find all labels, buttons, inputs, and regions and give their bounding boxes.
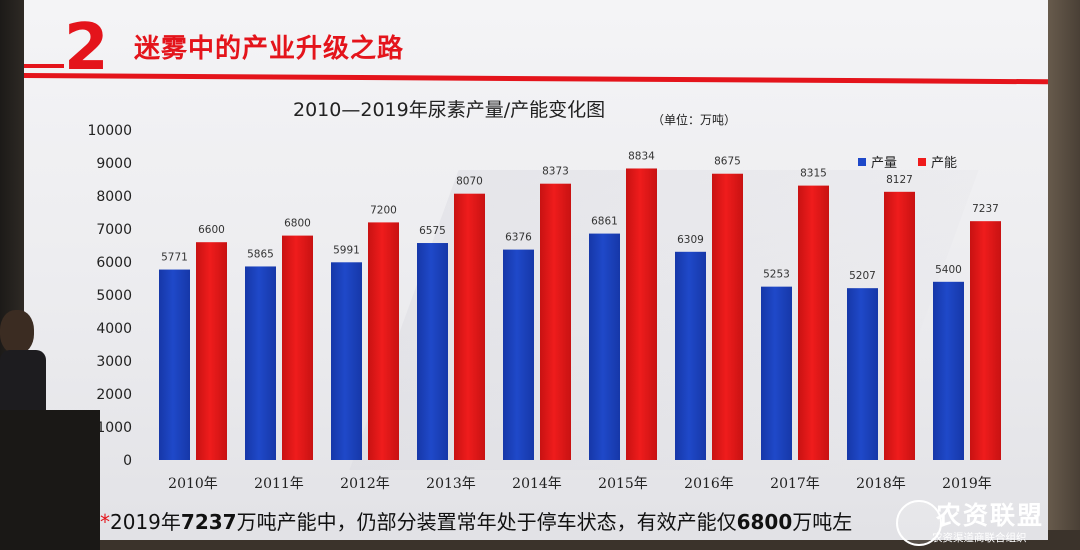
y-tick-label: 7000 bbox=[96, 222, 132, 238]
data-label: 5771 bbox=[161, 252, 188, 264]
bar-production bbox=[245, 266, 276, 460]
legend-label: 产量 bbox=[871, 156, 897, 171]
data-label: 7237 bbox=[972, 203, 999, 215]
bar-capacity bbox=[970, 221, 1001, 460]
bar-capacity bbox=[196, 242, 227, 460]
y-tick-label: 10000 bbox=[87, 123, 132, 139]
bar-capacity bbox=[540, 183, 571, 461]
y-tick-label: 2000 bbox=[96, 387, 132, 403]
data-label: 5400 bbox=[935, 264, 962, 276]
bar-capacity bbox=[712, 173, 743, 460]
y-tick-label: 3000 bbox=[96, 354, 132, 370]
data-label: 8373 bbox=[542, 166, 569, 178]
y-tick-label: 9000 bbox=[96, 156, 132, 172]
x-tick-label: 2017年 bbox=[770, 476, 820, 492]
bar-production bbox=[589, 233, 620, 460]
footnote-bold-capacity: 7237 bbox=[180, 510, 237, 534]
data-label: 7200 bbox=[370, 204, 397, 216]
bar-production bbox=[417, 243, 448, 460]
y-tick-label: 8000 bbox=[96, 189, 132, 205]
footnote-part3: 部分装置常年处于停车状态，有效产能仅 bbox=[376, 510, 737, 534]
bar-capacity bbox=[368, 222, 399, 460]
y-tick-label: 5000 bbox=[96, 288, 132, 304]
podium bbox=[0, 410, 100, 550]
bar-production bbox=[503, 249, 534, 460]
bar-capacity bbox=[798, 185, 829, 461]
x-tick-label: 2010年 bbox=[168, 476, 218, 492]
data-label: 5253 bbox=[763, 269, 790, 281]
chart-unit: （单位：万吨） bbox=[652, 112, 736, 127]
x-tick-label: 2019年 bbox=[942, 476, 992, 492]
y-tick-label: 0 bbox=[123, 453, 132, 469]
data-label: 5991 bbox=[333, 244, 360, 256]
section-title: 迷雾中的产业升级之路 bbox=[134, 34, 405, 64]
data-label: 6376 bbox=[505, 232, 532, 244]
legend-label: 产能 bbox=[931, 156, 957, 171]
x-tick-label: 2012年 bbox=[340, 476, 390, 492]
x-tick-label: 2013年 bbox=[426, 476, 476, 492]
data-label: 8070 bbox=[456, 176, 483, 188]
footnote-part1: 2019年 bbox=[110, 510, 181, 534]
bar-capacity bbox=[884, 191, 915, 460]
watermark-logo-icon bbox=[896, 500, 942, 546]
data-label: 5207 bbox=[849, 270, 876, 282]
data-label: 6309 bbox=[677, 234, 704, 246]
bar-production bbox=[675, 251, 706, 460]
y-axis: 0 1000 2000 3000 4000 5000 6000 7000 8000 9000 100… bbox=[87, 123, 132, 469]
x-tick-label: 2014年 bbox=[512, 476, 562, 492]
x-tick-label: 2015年 bbox=[598, 476, 648, 492]
chart-title: 2010—2019年尿素产量/产能变化图 bbox=[293, 99, 605, 121]
data-label: 8834 bbox=[628, 150, 655, 162]
data-label: 6600 bbox=[198, 224, 225, 236]
footnote: *2019年7237万吨产能中，仍部分装置常年处于停车状态，有效产能仅6800万… bbox=[100, 506, 852, 535]
bar-capacity bbox=[454, 193, 485, 460]
y-tick-label: 1000 bbox=[96, 420, 132, 436]
legend-swatch bbox=[858, 158, 866, 166]
bar-series: 5771 6600 5865 6800 5991 7200 6575 8070 6376 8373… bbox=[159, 150, 1001, 461]
background-right bbox=[1044, 0, 1080, 550]
bar-production bbox=[933, 281, 964, 460]
bar-capacity bbox=[282, 235, 313, 460]
data-label: 6800 bbox=[284, 218, 311, 230]
x-tick-label: 2011年 bbox=[254, 476, 304, 492]
watermark-title: 农资联盟 bbox=[936, 501, 1045, 530]
bar-production bbox=[761, 286, 792, 460]
y-tick-label: 4000 bbox=[96, 321, 132, 337]
data-label: 6575 bbox=[419, 225, 446, 237]
data-label: 8127 bbox=[886, 174, 913, 186]
footnote-star: * bbox=[100, 510, 110, 534]
x-tick-label: 2016年 bbox=[684, 476, 734, 492]
bar-capacity bbox=[626, 168, 657, 460]
header-rule-left bbox=[24, 64, 64, 68]
x-axis: 2010年 2011年 2012年 2013年 2014年 2015年 2016年 2017年… bbox=[168, 476, 992, 492]
watermark-subtitle: 农资渠道商联合组织 bbox=[932, 532, 1027, 544]
presenter-head bbox=[0, 310, 34, 354]
footnote-part4: 万吨左 bbox=[792, 510, 853, 534]
legend-swatch bbox=[918, 158, 926, 166]
bar-production bbox=[159, 269, 190, 460]
y-tick-label: 6000 bbox=[96, 255, 132, 271]
footnote-bold-effective: 6800 bbox=[736, 510, 793, 534]
bar-production bbox=[331, 262, 362, 460]
data-label: 8675 bbox=[714, 156, 741, 168]
data-label: 8315 bbox=[800, 168, 827, 180]
bar-production bbox=[847, 288, 878, 460]
data-label: 6861 bbox=[591, 216, 618, 228]
section-number: 2 bbox=[64, 11, 109, 85]
data-label: 5865 bbox=[247, 248, 274, 260]
x-tick-label: 2018年 bbox=[856, 476, 906, 492]
chart-legend: 产量 产能 bbox=[858, 156, 957, 171]
footnote-part2: 万吨产能中，仍 bbox=[236, 510, 377, 534]
